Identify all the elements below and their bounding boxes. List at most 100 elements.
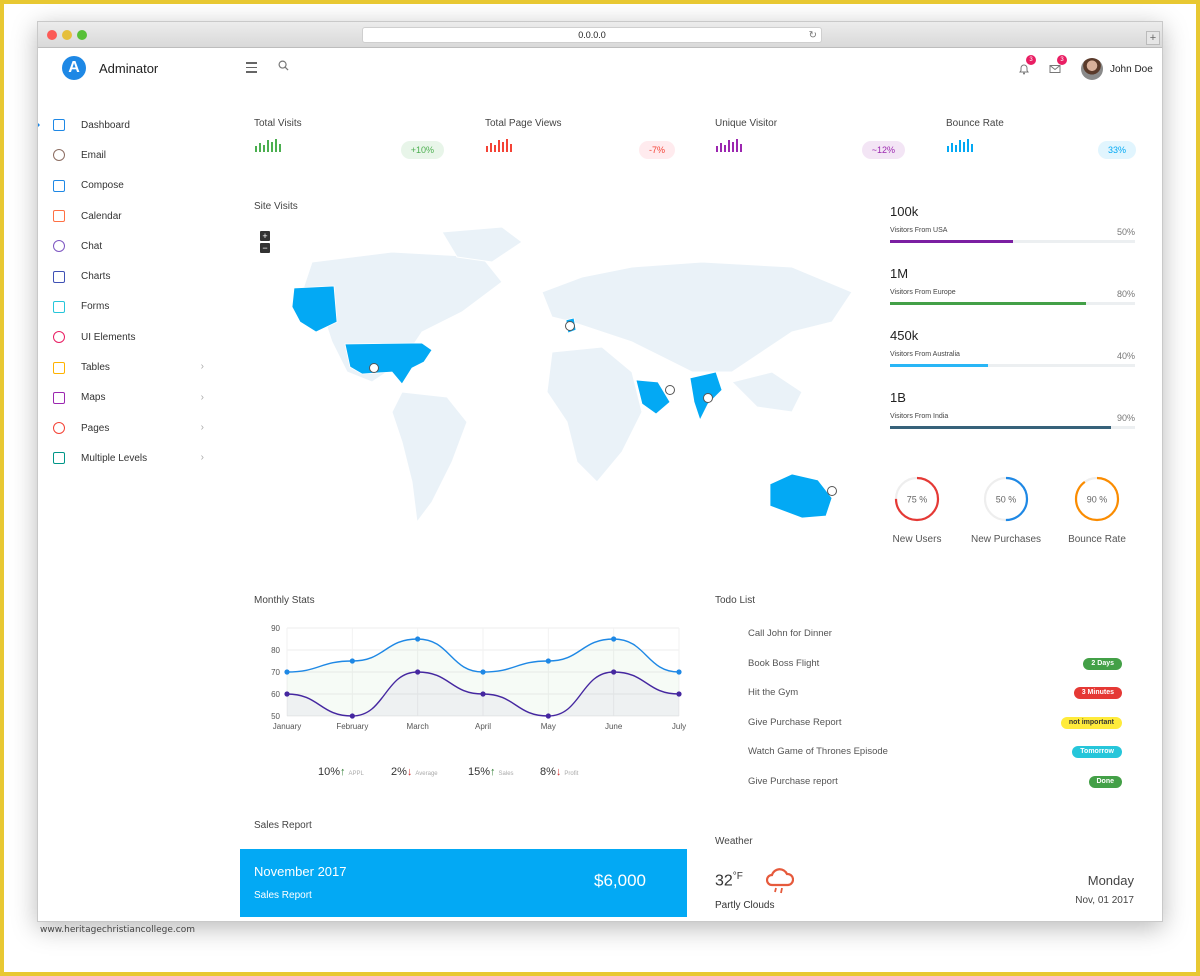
sidebar-item-label: Compose <box>81 180 124 192</box>
todo-item[interactable]: Hit the Gym 3 Minutes <box>748 687 1122 717</box>
visitor-stat: 1M Visitors From Europe 80% <box>890 266 1135 305</box>
gauge-label: New Users <box>892 534 942 545</box>
sidebar-item-email[interactable]: Email <box>38 140 218 170</box>
stat-label: Total Visits <box>254 118 302 129</box>
series-2-point[interactable] <box>480 691 486 697</box>
sparkline <box>716 138 744 152</box>
messages-button[interactable]: 3 <box>1049 55 1067 74</box>
maximize-window-button[interactable] <box>77 30 87 40</box>
map-zoom-controls: + − <box>260 231 270 255</box>
series-2-point[interactable] <box>676 691 682 697</box>
sidebar-item-ui-elements[interactable]: UI Elements <box>38 322 218 352</box>
series-1-point[interactable] <box>480 669 486 675</box>
sales-subtitle: Sales Report <box>254 890 312 901</box>
arrow-down-icon: ↓ <box>406 766 413 778</box>
weather-temp-value: 32 <box>715 872 733 890</box>
series-2-point[interactable] <box>545 713 551 719</box>
gauge-value: 90 % <box>1087 495 1108 505</box>
sidebar-item-forms[interactable]: Forms <box>38 292 218 322</box>
sidebar-item-pages[interactable]: Pages › <box>38 413 218 443</box>
sparkline-bar <box>720 143 722 152</box>
series-2-point[interactable] <box>349 713 355 719</box>
sidebar-item-compose[interactable]: Compose <box>38 171 218 201</box>
sidebar-item-calendar[interactable]: Calendar <box>38 201 218 231</box>
series-1-point[interactable] <box>545 658 551 664</box>
sidebar-item-label: Chat <box>81 240 103 252</box>
map-marker-uk <box>565 321 575 331</box>
visitor-progress-track <box>890 426 1135 429</box>
sparkline-bar <box>494 145 496 152</box>
todo-text: Call John for Dinner <box>748 628 832 639</box>
series-1-point[interactable] <box>676 669 682 675</box>
monthly-summary-item: 2%↓ Average <box>391 766 438 778</box>
series-1-point[interactable] <box>415 636 421 642</box>
series-1-point[interactable] <box>349 658 355 664</box>
sidebar-item-tables[interactable]: Tables › <box>38 352 218 382</box>
visitor-count: 450k <box>890 328 919 343</box>
compose-icon <box>53 179 65 192</box>
map-marker-india <box>703 393 713 403</box>
search-icon[interactable] <box>278 60 289 71</box>
map-australia <box>769 473 833 519</box>
sparkline-bar <box>955 145 957 152</box>
sparkline-bar <box>502 142 504 152</box>
sparkline-bar <box>498 140 500 152</box>
sidebar-item-multiple-levels[interactable]: Multiple Levels › <box>38 443 218 473</box>
todo-item[interactable]: Book Boss Flight 2 Days <box>748 657 1122 688</box>
series-2-point[interactable] <box>611 669 617 675</box>
notifications-button[interactable]: 3 <box>1018 55 1036 75</box>
series-1-point[interactable] <box>611 636 617 642</box>
monthly-stats-title: Monthly Stats <box>254 595 315 606</box>
sidebar-item-charts[interactable]: Charts <box>38 261 218 291</box>
todo-item[interactable]: Give Purchase report Done <box>748 776 1122 806</box>
sparkline-bar <box>716 146 718 152</box>
brand-logo[interactable]: A Adminator <box>62 56 158 80</box>
visitor-progress-fill <box>890 364 988 367</box>
sparkline-bar <box>740 144 742 152</box>
sparkline-bar <box>279 144 281 152</box>
series-2-point[interactable] <box>284 691 290 697</box>
sparkline-bar <box>732 142 734 152</box>
world-map[interactable] <box>252 222 862 542</box>
visitor-progress-track <box>890 302 1135 305</box>
sparkline-bar <box>263 145 265 152</box>
sparkline-bar <box>951 143 953 152</box>
map-marker-saudi-arabia <box>665 385 675 395</box>
minimize-window-button[interactable] <box>62 30 72 40</box>
visitor-source: Visitors From USA <box>890 227 948 234</box>
sidebar-item-dashboard[interactable]: Dashboard <box>38 110 218 140</box>
sidebar-item-label: Multiple Levels <box>81 452 148 464</box>
visitor-source: Visitors From India <box>890 413 949 420</box>
gauge-arc <box>894 476 940 522</box>
gauge-bounce-rate: 90 % Bounce Rate <box>1052 475 1142 545</box>
menu-toggle-icon[interactable] <box>246 62 257 76</box>
series-area-1 <box>287 639 679 716</box>
chevron-right-icon: › <box>200 421 204 433</box>
sparkline-bar <box>259 143 261 152</box>
todo-item[interactable]: Call John for Dinner <box>748 628 1122 658</box>
todo-tag: Done <box>1088 776 1122 788</box>
series-2-point[interactable] <box>415 669 421 675</box>
sidebar-item-maps[interactable]: Maps › <box>38 383 218 413</box>
sparkline-bar <box>963 142 965 152</box>
gauge-ring: 50 % <box>983 476 1029 522</box>
close-window-button[interactable] <box>47 30 57 40</box>
sales-report-card: November 2017 Sales Report $6,000 <box>240 849 687 917</box>
stat-change-badge: 33% <box>1097 141 1136 159</box>
series-1-point[interactable] <box>284 669 290 675</box>
summary-label: Profit <box>564 771 579 777</box>
zoom-out-button[interactable]: − <box>260 243 270 253</box>
summary-value: 10% <box>318 766 341 778</box>
zoom-in-button[interactable]: + <box>260 231 270 241</box>
url-bar[interactable]: 0.0.0.0 ↻ <box>362 27 822 43</box>
sidebar-item-chat[interactable]: Chat <box>38 231 218 261</box>
avatar[interactable] <box>1081 58 1103 80</box>
sparkline-bar <box>255 146 257 152</box>
reload-icon[interactable]: ↻ <box>808 30 817 41</box>
watermark-text: www.heritagechristiancollege.com <box>40 925 195 935</box>
sales-month: November 2017 <box>254 864 347 879</box>
todo-item[interactable]: Give Purchase Report not important <box>748 716 1122 747</box>
new-tab-button[interactable]: + <box>1146 31 1160 45</box>
user-name[interactable]: John Doe <box>1110 64 1153 75</box>
todo-item[interactable]: Watch Game of Thrones Episode Tomorrow <box>748 746 1122 776</box>
